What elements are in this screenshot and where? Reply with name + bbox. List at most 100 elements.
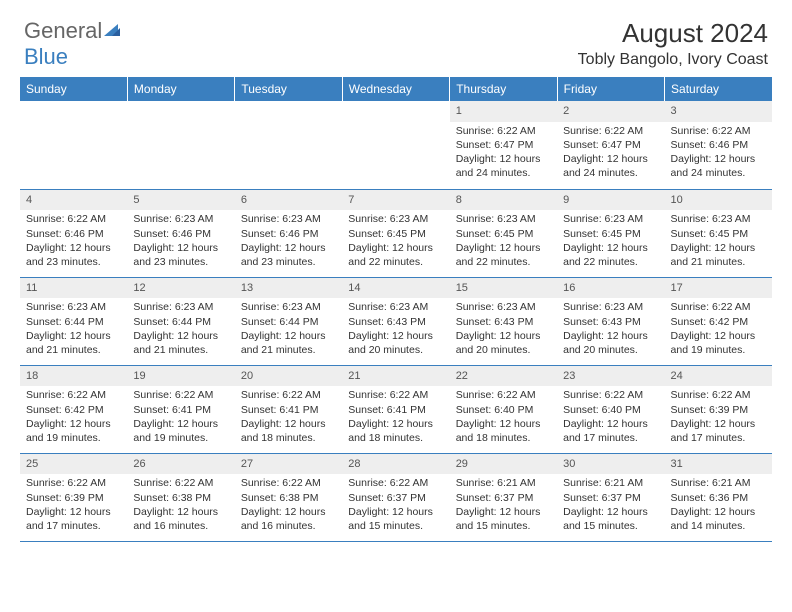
sunset-line: Sunset: 6:37 PM	[348, 491, 443, 505]
calendar-cell	[342, 101, 449, 189]
calendar-cell: 27Sunrise: 6:22 AMSunset: 6:38 PMDayligh…	[235, 453, 342, 541]
daylight-line: Daylight: 12 hours and 15 minutes.	[456, 505, 551, 533]
day-content: Sunrise: 6:22 AMSunset: 6:39 PMDaylight:…	[20, 474, 127, 537]
daylight-line: Daylight: 12 hours and 20 minutes.	[563, 329, 658, 357]
sunset-line: Sunset: 6:38 PM	[133, 491, 228, 505]
day-number: 19	[127, 366, 234, 387]
daylight-line: Daylight: 12 hours and 23 minutes.	[26, 241, 121, 269]
sunrise-line: Sunrise: 6:22 AM	[241, 388, 336, 402]
daylight-line: Daylight: 12 hours and 24 minutes.	[563, 152, 658, 180]
daylight-line: Daylight: 12 hours and 21 minutes.	[133, 329, 228, 357]
day-number: 8	[450, 190, 557, 211]
daylight-line: Daylight: 12 hours and 20 minutes.	[348, 329, 443, 357]
calendar-cell: 4Sunrise: 6:22 AMSunset: 6:46 PMDaylight…	[20, 189, 127, 277]
day-content: Sunrise: 6:23 AMSunset: 6:43 PMDaylight:…	[557, 298, 664, 361]
day-number: 30	[557, 454, 664, 475]
day-number: 27	[235, 454, 342, 475]
calendar-cell: 24Sunrise: 6:22 AMSunset: 6:39 PMDayligh…	[665, 365, 772, 453]
sunset-line: Sunset: 6:40 PM	[456, 403, 551, 417]
day-content: Sunrise: 6:22 AMSunset: 6:40 PMDaylight:…	[557, 386, 664, 449]
day-number: 16	[557, 278, 664, 299]
day-number: 13	[235, 278, 342, 299]
sunset-line: Sunset: 6:45 PM	[671, 227, 766, 241]
sunrise-line: Sunrise: 6:22 AM	[241, 476, 336, 490]
logo: General	[24, 18, 122, 44]
calendar-cell: 16Sunrise: 6:23 AMSunset: 6:43 PMDayligh…	[557, 277, 664, 365]
sunset-line: Sunset: 6:46 PM	[671, 138, 766, 152]
day-content: Sunrise: 6:22 AMSunset: 6:42 PMDaylight:…	[665, 298, 772, 361]
sunrise-line: Sunrise: 6:22 AM	[671, 300, 766, 314]
sunset-line: Sunset: 6:45 PM	[563, 227, 658, 241]
sunrise-line: Sunrise: 6:22 AM	[26, 212, 121, 226]
calendar-cell: 7Sunrise: 6:23 AMSunset: 6:45 PMDaylight…	[342, 189, 449, 277]
calendar-cell: 6Sunrise: 6:23 AMSunset: 6:46 PMDaylight…	[235, 189, 342, 277]
day-content: Sunrise: 6:23 AMSunset: 6:43 PMDaylight:…	[342, 298, 449, 361]
day-number: 10	[665, 190, 772, 211]
daylight-line: Daylight: 12 hours and 21 minutes.	[241, 329, 336, 357]
sunrise-line: Sunrise: 6:22 AM	[671, 124, 766, 138]
daylight-line: Daylight: 12 hours and 17 minutes.	[26, 505, 121, 533]
daylight-line: Daylight: 12 hours and 24 minutes.	[456, 152, 551, 180]
calendar-row: 1Sunrise: 6:22 AMSunset: 6:47 PMDaylight…	[20, 101, 772, 189]
day-content: Sunrise: 6:23 AMSunset: 6:45 PMDaylight:…	[342, 210, 449, 273]
daylight-line: Daylight: 12 hours and 22 minutes.	[563, 241, 658, 269]
calendar-cell: 31Sunrise: 6:21 AMSunset: 6:36 PMDayligh…	[665, 453, 772, 541]
weekday-header: Friday	[557, 77, 664, 101]
logo-triangle-icon	[104, 18, 122, 44]
page-header: General August 2024 Tobly Bangolo, Ivory…	[0, 0, 792, 77]
day-number: 14	[342, 278, 449, 299]
sunrise-line: Sunrise: 6:22 AM	[26, 388, 121, 402]
day-content: Sunrise: 6:23 AMSunset: 6:45 PMDaylight:…	[450, 210, 557, 273]
weekday-header: Thursday	[450, 77, 557, 101]
calendar-row: 11Sunrise: 6:23 AMSunset: 6:44 PMDayligh…	[20, 277, 772, 365]
day-number: 23	[557, 366, 664, 387]
calendar-cell: 14Sunrise: 6:23 AMSunset: 6:43 PMDayligh…	[342, 277, 449, 365]
day-content: Sunrise: 6:23 AMSunset: 6:44 PMDaylight:…	[235, 298, 342, 361]
weekday-header: Sunday	[20, 77, 127, 101]
sunrise-line: Sunrise: 6:23 AM	[563, 212, 658, 226]
sunset-line: Sunset: 6:37 PM	[563, 491, 658, 505]
day-number: 21	[342, 366, 449, 387]
calendar-cell: 13Sunrise: 6:23 AMSunset: 6:44 PMDayligh…	[235, 277, 342, 365]
day-number: 4	[20, 190, 127, 211]
sunrise-line: Sunrise: 6:23 AM	[456, 212, 551, 226]
sunset-line: Sunset: 6:46 PM	[241, 227, 336, 241]
daylight-line: Daylight: 12 hours and 21 minutes.	[26, 329, 121, 357]
day-content: Sunrise: 6:23 AMSunset: 6:46 PMDaylight:…	[127, 210, 234, 273]
sunrise-line: Sunrise: 6:22 AM	[563, 124, 658, 138]
day-number: 24	[665, 366, 772, 387]
day-number: 7	[342, 190, 449, 211]
sunrise-line: Sunrise: 6:22 AM	[133, 388, 228, 402]
day-content: Sunrise: 6:22 AMSunset: 6:47 PMDaylight:…	[450, 122, 557, 185]
logo-text-2: Blue	[24, 44, 68, 70]
sunrise-line: Sunrise: 6:22 AM	[456, 388, 551, 402]
sunset-line: Sunset: 6:44 PM	[241, 315, 336, 329]
daylight-line: Daylight: 12 hours and 19 minutes.	[133, 417, 228, 445]
sunrise-line: Sunrise: 6:22 AM	[133, 476, 228, 490]
daylight-line: Daylight: 12 hours and 19 minutes.	[671, 329, 766, 357]
sunset-line: Sunset: 6:46 PM	[133, 227, 228, 241]
day-content: Sunrise: 6:22 AMSunset: 6:41 PMDaylight:…	[342, 386, 449, 449]
daylight-line: Daylight: 12 hours and 17 minutes.	[671, 417, 766, 445]
sunset-line: Sunset: 6:47 PM	[563, 138, 658, 152]
day-content: Sunrise: 6:23 AMSunset: 6:45 PMDaylight:…	[665, 210, 772, 273]
day-content: Sunrise: 6:23 AMSunset: 6:44 PMDaylight:…	[127, 298, 234, 361]
sunrise-line: Sunrise: 6:23 AM	[671, 212, 766, 226]
day-number: 2	[557, 101, 664, 122]
day-number: 31	[665, 454, 772, 475]
weekday-header: Tuesday	[235, 77, 342, 101]
calendar-body: 1Sunrise: 6:22 AMSunset: 6:47 PMDaylight…	[20, 101, 772, 541]
sunrise-line: Sunrise: 6:23 AM	[348, 300, 443, 314]
calendar-row: 18Sunrise: 6:22 AMSunset: 6:42 PMDayligh…	[20, 365, 772, 453]
daylight-line: Daylight: 12 hours and 22 minutes.	[348, 241, 443, 269]
day-content: Sunrise: 6:22 AMSunset: 6:46 PMDaylight:…	[20, 210, 127, 273]
calendar-cell	[235, 101, 342, 189]
calendar-cell: 18Sunrise: 6:22 AMSunset: 6:42 PMDayligh…	[20, 365, 127, 453]
day-number: 18	[20, 366, 127, 387]
weekday-header-row: SundayMondayTuesdayWednesdayThursdayFrid…	[20, 77, 772, 101]
calendar-table: SundayMondayTuesdayWednesdayThursdayFrid…	[20, 77, 772, 542]
sunset-line: Sunset: 6:39 PM	[671, 403, 766, 417]
sunrise-line: Sunrise: 6:22 AM	[563, 388, 658, 402]
sunset-line: Sunset: 6:45 PM	[348, 227, 443, 241]
day-content: Sunrise: 6:22 AMSunset: 6:37 PMDaylight:…	[342, 474, 449, 537]
